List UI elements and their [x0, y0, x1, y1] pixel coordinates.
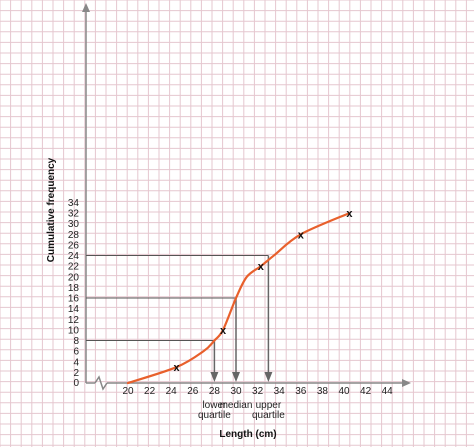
y-tick-label: 24: [68, 251, 80, 262]
guide-label: median: [220, 400, 253, 411]
x-tick-label: 28: [209, 386, 221, 397]
tick-labels: 20 22 24 26 28 30 32 34 36 38 40 42 4424681012141618…: [68, 198, 393, 397]
x-tick-label: 40: [338, 386, 350, 397]
x-tick-label: 44: [382, 386, 394, 397]
guide-arrowhead: [210, 372, 219, 382]
y-tick-label: 2: [73, 368, 79, 379]
x-axis-arrow: [402, 379, 411, 387]
y-tick-label: 16: [68, 294, 80, 305]
x-tick-label: 26: [187, 386, 199, 397]
x-tick-label: 22: [144, 386, 156, 397]
y-tick-label: 22: [68, 262, 80, 273]
guide-label: quartile: [252, 410, 285, 421]
y-tick-label: 26: [68, 240, 80, 251]
guide-arrowhead: [232, 372, 240, 382]
y-tick-label: 28: [68, 230, 80, 241]
guide-label: quartile: [198, 410, 231, 421]
x-tick-label: 34: [274, 386, 286, 397]
x-tick-label: 32: [252, 386, 264, 397]
y-tick-label: 34: [68, 198, 80, 209]
y-tick-label: 30: [68, 219, 80, 230]
origin-label: 0: [73, 378, 79, 389]
y-tick-label: 4: [73, 357, 79, 368]
y-axis-arrow: [82, 3, 90, 12]
y-tick-label: 12: [68, 315, 80, 326]
y-tick-label: 20: [68, 272, 80, 283]
data-point-marker: x: [298, 229, 305, 241]
x-tick-label: 30: [230, 386, 242, 397]
x-tick-label: 38: [317, 386, 329, 397]
guide-label: upper: [256, 400, 282, 411]
guide-arrowhead: [264, 372, 273, 382]
x-tick-label: 24: [166, 386, 178, 397]
y-tick-label: 18: [68, 283, 80, 294]
guide-label: lower: [202, 400, 227, 411]
data-point-marker: x: [174, 362, 181, 374]
data-point-marker: x: [220, 325, 227, 337]
curve: [126, 211, 351, 385]
axes: [82, 3, 411, 391]
data-point-marker: x: [346, 208, 353, 220]
y-tick-label: 6: [73, 347, 79, 358]
y-tick-label: 14: [68, 304, 80, 315]
y-tick-label: 32: [68, 209, 80, 220]
x-axis-title: Length (cm): [219, 429, 276, 440]
x-tick-label: 36: [295, 386, 307, 397]
y-axis-title: Cumulative frequency: [46, 157, 57, 262]
y-tick-label: 8: [73, 336, 79, 347]
cumulative-frequency-curve: [126, 211, 351, 385]
x-axis-break: [94, 375, 108, 391]
data-markers: x x x x x: [174, 208, 354, 374]
data-point-marker: x: [258, 261, 265, 273]
x-tick-label: 20: [122, 386, 134, 397]
y-tick-label: 10: [68, 325, 80, 336]
x-tick-label: 42: [360, 386, 372, 397]
